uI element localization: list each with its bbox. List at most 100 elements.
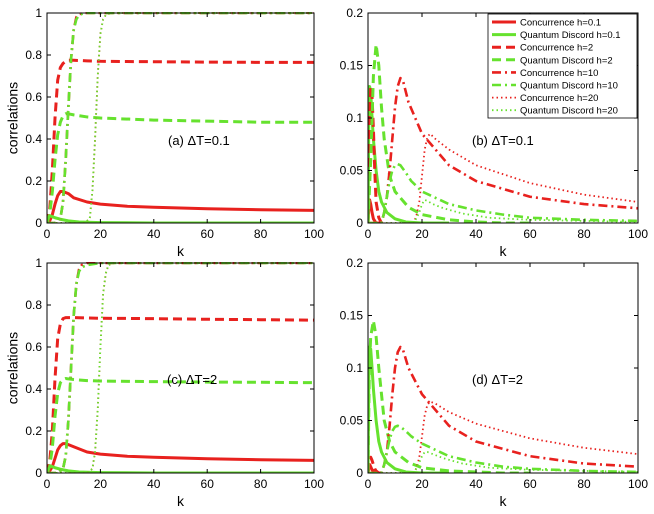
series-line-concurrence-h-10 — [368, 76, 638, 223]
series-line-quantum-discord-h-20 — [47, 262, 314, 473]
x-tick-label: 20 — [415, 227, 429, 241]
y-tick-label: 0.15 — [340, 59, 364, 73]
series-line-quantum-discord-h-20 — [368, 199, 638, 223]
series-line-concurrence-h-0-1 — [47, 442, 314, 473]
series-group — [47, 262, 314, 473]
x-tick-label: 60 — [523, 227, 537, 241]
x-tick-label: 80 — [254, 227, 268, 241]
series-line-quantum-discord-h-10 — [368, 162, 638, 223]
y-tick-label: 0.1 — [346, 361, 363, 375]
series-line-quantum-discord-h-2 — [368, 319, 530, 473]
legend-entry-label: Concurrence h=0.1 — [520, 18, 601, 29]
series-line-quantum-discord-h-10 — [47, 12, 314, 223]
x-tick-label: 100 — [304, 227, 324, 241]
x-axis-label: k — [177, 493, 185, 509]
plot-frame — [46, 262, 315, 474]
y-axis-label: correlations — [5, 82, 21, 154]
x-tick-label: 20 — [94, 227, 108, 241]
x-tick-label: 80 — [577, 227, 591, 241]
y-tick-label: 0.8 — [25, 48, 42, 62]
series-line-quantum-discord-h-0-1 — [368, 85, 449, 223]
y-tick-label: 0.4 — [25, 132, 42, 146]
panel-c: 0 20 40 60 80 100 0 0.2 0.4 0.6 0.8 1 k correlations (… — [5, 256, 325, 509]
series-line-concurrence-h-20 — [47, 262, 314, 473]
series-line-concurrence-h-20 — [368, 400, 638, 473]
legend-entry-label: Quantum Discord h=10 — [520, 81, 618, 92]
x-tick-label: 0 — [44, 227, 51, 241]
y-tick-label: 0.6 — [25, 340, 42, 354]
x-tick-label: 100 — [628, 477, 648, 491]
legend-entry-label: Quantum Discord h=0.1 — [520, 30, 621, 41]
series-line-concurrence-h-10 — [47, 262, 314, 473]
series-line-concurrence-h-2 — [47, 316, 314, 473]
series-line-quantum-discord-h-0-1 — [47, 214, 314, 223]
x-tick-label: 80 — [577, 477, 591, 491]
series-line-quantum-discord-h-10 — [47, 262, 314, 473]
series-line-quantum-discord-h-2 — [47, 377, 314, 473]
x-tick-label: 20 — [415, 477, 429, 491]
series-line-concurrence-h-0-1 — [47, 190, 314, 223]
y-tick-label: 0.2 — [346, 6, 363, 20]
y-tick-label: 0.05 — [340, 164, 364, 178]
plot-frame — [367, 262, 639, 474]
legend-entry-label: Concurrence h=10 — [520, 68, 598, 79]
x-tick-label: 40 — [147, 227, 161, 241]
y-axis-label: correlations — [5, 332, 21, 404]
legend-box — [487, 13, 638, 119]
y-tick-label: 0.4 — [25, 382, 42, 396]
legend-entry-label: Concurrence h=2 — [520, 43, 593, 54]
panel-d: 0 20 40 60 80 100 0 0.05 0.1 0.15 0.2 k (d) ΔT=2 — [340, 256, 649, 509]
y-tick-label: 0 — [35, 466, 42, 480]
legend-entry-label: Concurrence h=20 — [520, 93, 598, 104]
x-tick-label: 0 — [44, 477, 51, 491]
x-tick-label: 0 — [365, 227, 372, 241]
x-tick-label: 100 — [304, 477, 324, 491]
x-tick-label: 60 — [201, 227, 215, 241]
series-line-concurrence-h-2 — [368, 85, 383, 223]
series-line-quantum-discord-h-10 — [368, 424, 638, 473]
series-group — [368, 319, 638, 473]
x-axis-label: k — [177, 243, 185, 259]
x-tick-label: 20 — [94, 477, 108, 491]
series-line-concurrence-h-10 — [368, 345, 638, 473]
series-line-quantum-discord-h-0-1 — [368, 345, 449, 473]
x-tick-label: 100 — [628, 227, 648, 241]
x-tick-label: 40 — [469, 227, 483, 241]
series-group — [368, 43, 638, 223]
y-tick-label: 0.6 — [25, 90, 42, 104]
panel-annotation: (a) ΔT=0.1 — [168, 133, 230, 148]
y-tick-label: 0.1 — [346, 111, 363, 125]
y-tick-label: 0 — [35, 216, 42, 230]
panel-annotation: (c) ΔT=2 — [167, 372, 217, 387]
y-tick-label: 0.05 — [340, 414, 364, 428]
y-tick-label: 1 — [35, 256, 42, 270]
panel-b: 0 20 40 60 80 100 0 0.05 0.1 0.15 0.2 k (b) ΔT=0.1 Co… — [340, 6, 649, 259]
x-tick-label: 80 — [254, 477, 268, 491]
y-tick-label: 1 — [35, 6, 42, 20]
y-tick-label: 0 — [356, 216, 363, 230]
series-line-quantum-discord-h-20 — [368, 451, 638, 473]
panel-annotation: (d) ΔT=2 — [472, 372, 523, 387]
y-tick-label: 0.2 — [25, 174, 42, 188]
x-tick-label: 60 — [523, 477, 537, 491]
plot-frame — [46, 12, 315, 224]
legend-entry-label: Quantum Discord h=2 — [520, 55, 613, 66]
series-line-concurrence-h-20 — [368, 132, 638, 223]
y-tick-label: 0 — [356, 466, 363, 480]
x-tick-label: 60 — [201, 477, 215, 491]
x-axis-label: k — [500, 243, 508, 259]
y-tick-label: 0.2 — [346, 256, 363, 270]
series-line-concurrence-h-2 — [368, 455, 382, 473]
x-tick-label: 40 — [147, 477, 161, 491]
y-tick-label: 0.15 — [340, 309, 364, 323]
x-tick-label: 40 — [469, 477, 483, 491]
x-axis-label: k — [500, 493, 508, 509]
y-tick-label: 0.2 — [25, 424, 42, 438]
x-tick-label: 0 — [365, 477, 372, 491]
y-tick-label: 0.8 — [25, 298, 42, 312]
panel-annotation: (b) ΔT=0.1 — [472, 133, 534, 148]
panel-a: 0 20 40 60 80 100 0 0.2 0.4 0.6 0.8 1 k correlations (… — [5, 6, 325, 259]
series-group — [47, 12, 314, 223]
